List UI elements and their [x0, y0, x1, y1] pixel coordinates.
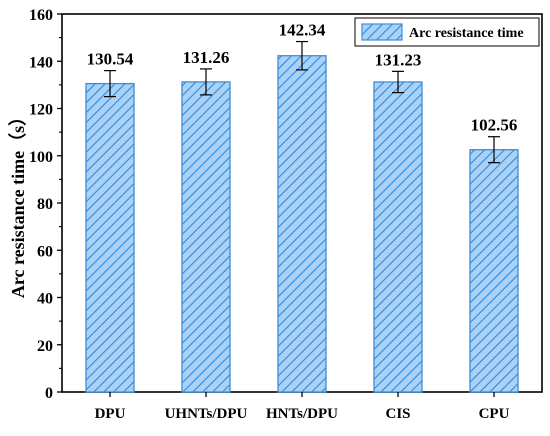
- bar-value-label: 142.34: [279, 21, 326, 40]
- bar: [469, 149, 519, 393]
- bar-value-label: 131.23: [375, 50, 422, 69]
- y-tick-label: 60: [37, 243, 53, 260]
- legend-swatch: [361, 23, 403, 41]
- bar: [85, 82, 135, 393]
- bar-value-label: 130.54: [87, 50, 134, 69]
- y-tick-label: 120: [29, 102, 53, 119]
- bar: [181, 81, 231, 393]
- y-tick-label: 0: [45, 385, 53, 402]
- x-tick-label: DPU: [95, 406, 126, 422]
- bar-value-label: 131.26: [183, 48, 230, 67]
- y-tick-label: 160: [29, 7, 53, 24]
- y-tick-label: 40: [37, 291, 53, 308]
- x-tick-label: CPU: [479, 406, 510, 422]
- y-axis: 0 20 40 60 80 100 120 140 160: [29, 7, 62, 402]
- bar-value-label: 102.56: [471, 116, 518, 135]
- x-axis: DPU UHNTs/DPU HNTs/DPU CIS CPU: [95, 392, 510, 422]
- legend-label: Arc resistance time: [409, 26, 524, 41]
- y-tick-label: 80: [37, 196, 53, 213]
- legend: Arc resistance time: [354, 17, 540, 47]
- x-tick-label: CIS: [385, 406, 410, 422]
- bars-layer: 130.54 131.26 142.34 131.23 102.56: [85, 21, 519, 393]
- bar: [373, 81, 423, 393]
- x-tick-label: HNTs/DPU: [266, 406, 338, 422]
- y-tick-label: 100: [29, 149, 53, 166]
- bar: [277, 55, 327, 393]
- x-tick-label: UHNTs/DPU: [165, 406, 248, 422]
- y-tick-label: 140: [29, 54, 53, 71]
- y-axis-label: Arc resistance time（s）: [8, 108, 28, 298]
- y-tick-label: 20: [37, 338, 53, 355]
